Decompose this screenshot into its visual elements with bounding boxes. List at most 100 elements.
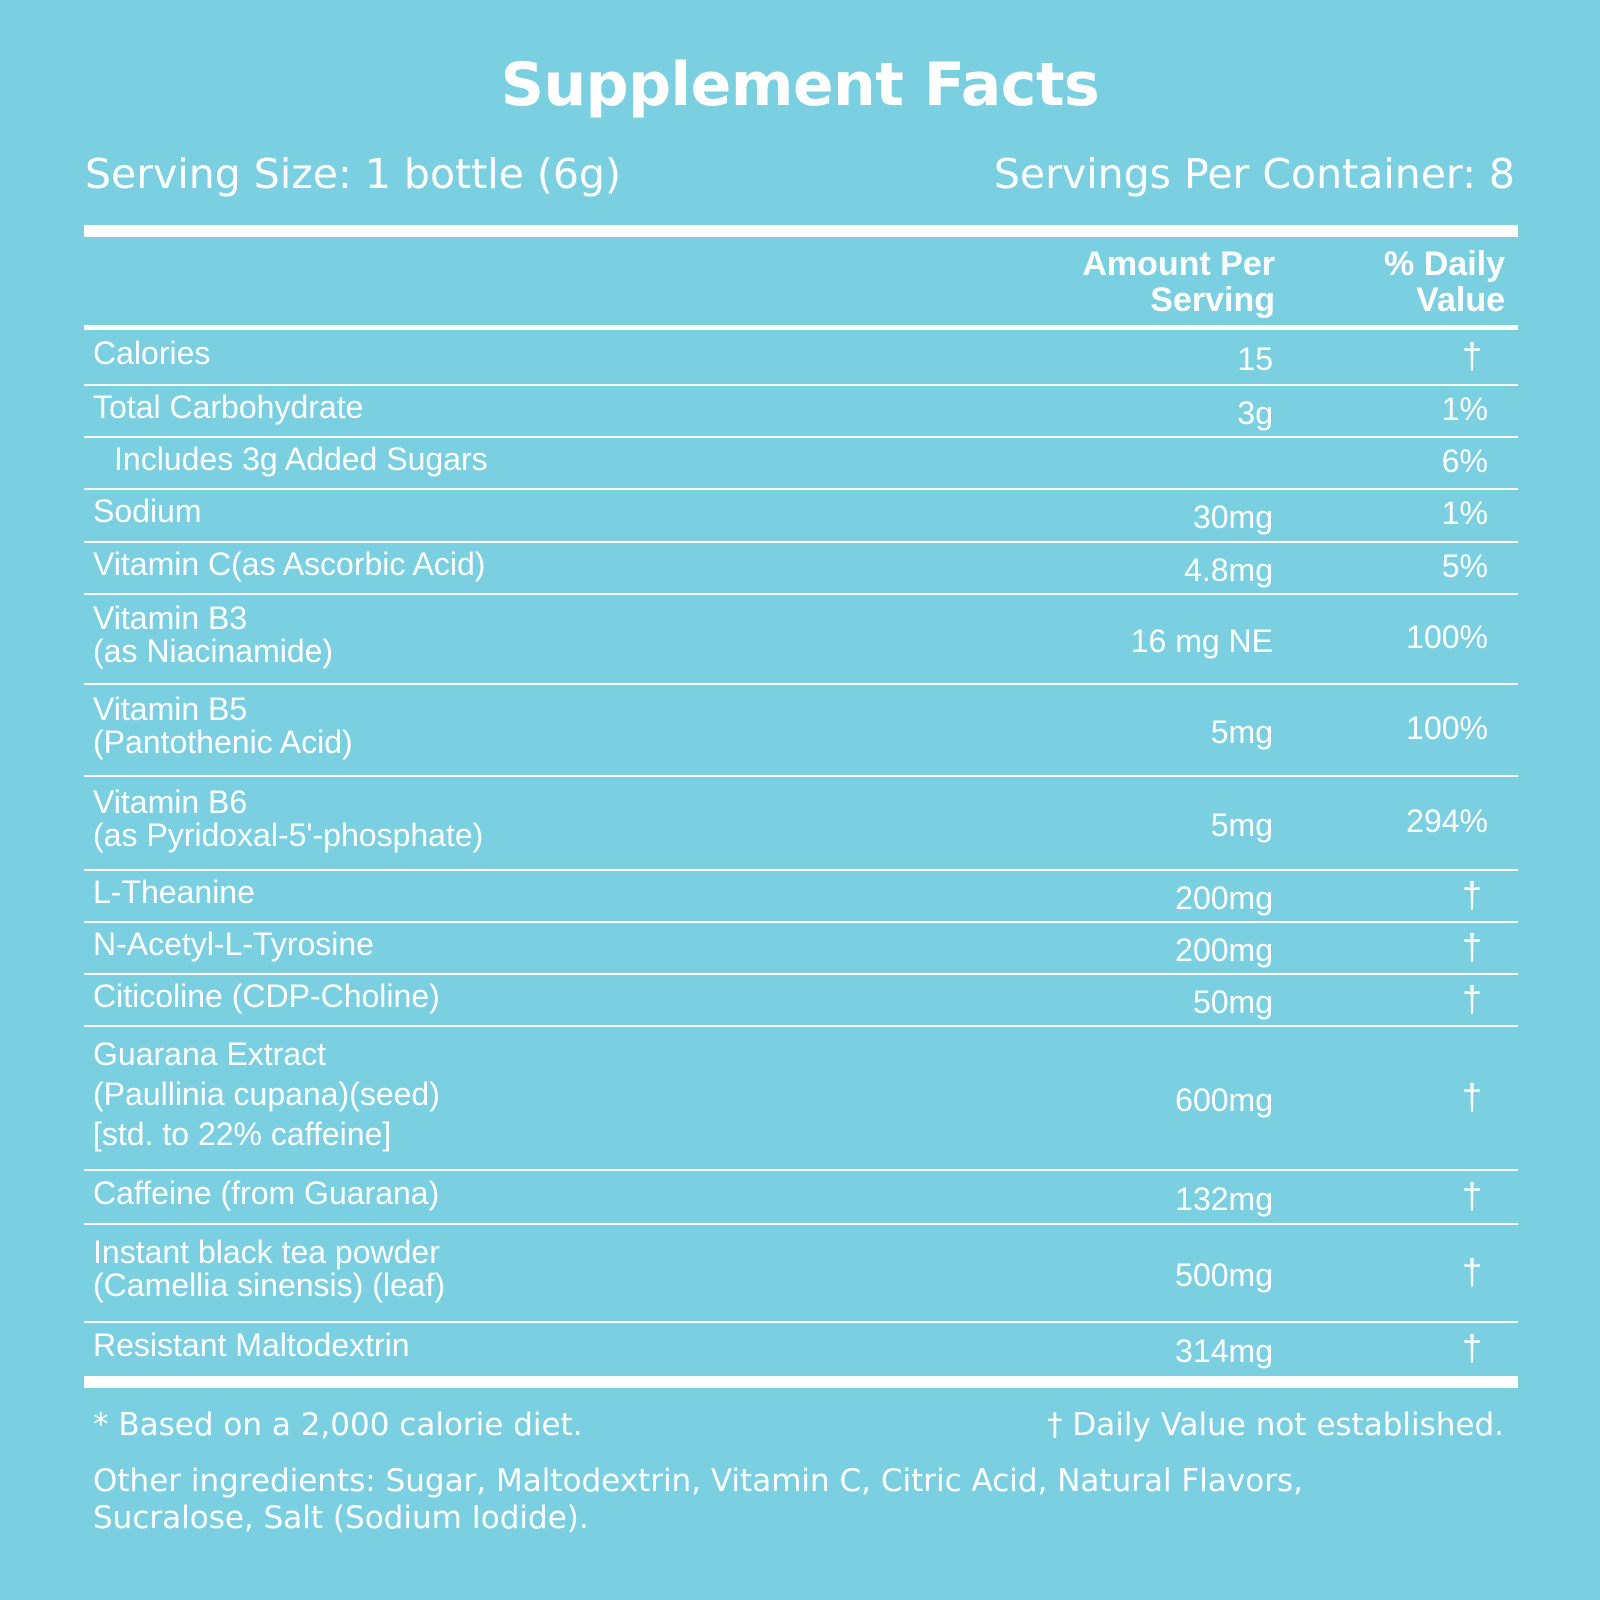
amount-per-serving: 16 mg NE (1130, 623, 1273, 659)
row-divider (84, 1169, 1518, 1171)
serving-size: Serving Size: 1 bottle (6g) (85, 150, 621, 198)
nutrient-name-line: Instant black tea powder (93, 1234, 440, 1270)
daily-value: † (1461, 1076, 1482, 1117)
table-row: Vitamin B3 (as Niacinamide) 16 mg NE 100% (84, 594, 1518, 684)
nutrient-name: Citicoline (CDP-Choline) (93, 980, 440, 1013)
daily-value: † (1461, 926, 1482, 967)
serving-info: Serving Size: 1 bottle (6g) Servings Per… (85, 150, 1515, 198)
daily-value: 5% (1441, 548, 1488, 584)
amount-per-serving: 30mg (1192, 499, 1273, 535)
row-divider (84, 384, 1518, 386)
top-rule (84, 225, 1518, 237)
footnote-daily-value: † Daily Value not established. (1047, 1407, 1504, 1443)
table-row: Vitamin B6 (as Pyridoxal-5'-phosphate) 5mg… (84, 776, 1518, 870)
footnote-calorie-diet: * Based on a 2,000 calorie diet. (93, 1407, 583, 1443)
daily-value: 100% (1406, 619, 1488, 655)
header-rule (84, 325, 1518, 330)
other-ingredients: Other ingredients: Sugar, Maltodextrin, … (93, 1463, 1303, 1536)
bottom-rule (84, 1376, 1518, 1388)
nutrient-name-line: Includes 3g Added Sugars (114, 441, 488, 477)
daily-value: † (1461, 978, 1482, 1019)
row-divider (84, 1321, 1518, 1323)
nutrient-name: Vitamin B3 (as Niacinamide) (93, 602, 333, 668)
nutrient-name-line: [std. to 22% caffeine] (93, 1116, 392, 1152)
table-row: N-Acetyl-L-Tyrosine 200mg † (84, 922, 1518, 974)
nutrient-name: Vitamin B6 (as Pyridoxal-5'-phosphate) (93, 786, 483, 852)
page-title: Supplement Facts (500, 50, 1100, 120)
nutrient-name-line: (as Pyridoxal-5'-phosphate) (93, 817, 484, 853)
nutrient-name-line: (as Niacinamide) (93, 633, 334, 669)
row-divider (84, 1025, 1518, 1027)
nutrient-name: Vitamin B5 (Pantothenic Acid) (93, 693, 353, 759)
nutrient-name-line: Total Carbohydrate (93, 389, 364, 425)
nutrient-name-line: (Pantothenic Acid) (93, 724, 353, 760)
row-divider (84, 1223, 1518, 1225)
table-row: Total Carbohydrate 3g 1% (84, 385, 1518, 437)
amount-per-serving: 4.8mg (1184, 552, 1273, 588)
amount-per-serving: 50mg (1192, 984, 1273, 1020)
row-divider (84, 869, 1518, 871)
nutrient-name-line: Vitamin B6 (93, 784, 248, 820)
daily-value: 100% (1406, 710, 1488, 746)
row-divider (84, 436, 1518, 438)
table-row: Guarana Extract (Paullinia cupana)(seed) [… (84, 1026, 1518, 1170)
daily-value: † (1461, 1175, 1482, 1216)
table-row: Vitamin C(as Ascorbic Acid) 4.8mg 5% (84, 542, 1518, 594)
nutrient-name-line: Citicoline (CDP-Choline) (93, 978, 440, 1014)
amount-per-serving: 200mg (1175, 932, 1273, 968)
amount-per-serving: 3g (1237, 395, 1273, 431)
amount-per-serving: 500mg (1175, 1257, 1273, 1293)
table-row: L-Theanine 200mg † (84, 870, 1518, 922)
amount-per-serving: 314mg (1175, 1333, 1273, 1369)
nutrient-name-line: Vitamin B5 (93, 691, 248, 727)
nutrient-name-line: Vitamin C(as Ascorbic Acid) (93, 546, 486, 582)
amount-per-serving: 5mg (1210, 807, 1273, 843)
row-divider (84, 593, 1518, 595)
daily-value: 1% (1441, 495, 1488, 531)
nutrient-name: L-Theanine (93, 876, 255, 909)
table-row: Vitamin B5 (Pantothenic Acid) 5mg 100% (84, 684, 1518, 776)
row-divider (84, 921, 1518, 923)
nutrient-name-line: N-Acetyl-L-Tyrosine (93, 926, 374, 962)
table-row: Calories 15 † (84, 330, 1518, 385)
daily-value: † (1461, 1251, 1482, 1292)
dv-header-line2: Value (1416, 281, 1505, 319)
nutrient-name-line: Vitamin B3 (93, 600, 248, 636)
nutrient-name-line: Calories (93, 335, 211, 371)
row-divider (84, 775, 1518, 777)
daily-value: 6% (1441, 443, 1488, 479)
nutrient-name-line: L-Theanine (93, 874, 255, 910)
nutrient-name: Caffeine (from Guarana) (93, 1177, 439, 1210)
row-divider (84, 488, 1518, 490)
nutrient-name-line: Sodium (93, 493, 202, 529)
nutrient-name: Total Carbohydrate (93, 391, 363, 424)
daily-value: 294% (1406, 803, 1488, 839)
table-row: Sodium 30mg 1% (84, 489, 1518, 542)
nutrient-name: Includes 3g Added Sugars (114, 443, 488, 476)
daily-value: 1% (1441, 391, 1488, 427)
nutrient-name-line: Caffeine (from Guarana) (93, 1175, 440, 1211)
table-row: Citicoline (CDP-Choline) 50mg † (84, 974, 1518, 1026)
nutrient-name: Sodium (93, 495, 202, 528)
row-divider (84, 973, 1518, 975)
table-row: Resistant Maltodextrin 314mg † (84, 1322, 1518, 1376)
table-row: Caffeine (from Guarana) 132mg † (84, 1170, 1518, 1224)
daily-value-column-header: % Daily Value (1384, 246, 1505, 318)
daily-value: † (1461, 335, 1482, 376)
row-divider (84, 683, 1518, 685)
nutrient-name: Resistant Maltodextrin (93, 1329, 410, 1362)
amount-header-line2: Serving (1150, 281, 1275, 319)
nutrient-name: Vitamin C(as Ascorbic Acid) (93, 548, 485, 581)
amount-per-serving: 600mg (1175, 1082, 1273, 1118)
amount-per-serving: 132mg (1175, 1181, 1273, 1217)
nutrient-name-line: Resistant Maltodextrin (93, 1327, 410, 1363)
dv-header-line1: % Daily (1384, 245, 1505, 283)
nutrient-name: N-Acetyl-L-Tyrosine (93, 928, 374, 961)
daily-value: † (1461, 1327, 1482, 1368)
nutrient-name-line: Guarana Extract (93, 1036, 326, 1072)
amount-header-line1: Amount Per (1082, 245, 1275, 283)
row-divider (84, 541, 1518, 543)
nutrient-name: Guarana Extract (Paullinia cupana)(seed) [… (93, 1034, 440, 1154)
servings-per-container: Servings Per Container: 8 (993, 150, 1515, 198)
amount-per-serving: 200mg (1175, 880, 1273, 916)
